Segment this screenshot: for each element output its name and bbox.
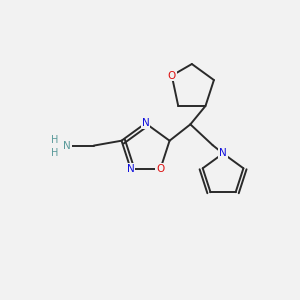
Text: H: H: [51, 148, 58, 158]
Text: N: N: [219, 148, 227, 158]
Text: N: N: [142, 118, 149, 128]
Text: N: N: [127, 164, 135, 174]
Text: N: N: [63, 141, 71, 151]
Text: H: H: [51, 135, 58, 145]
Text: O: O: [156, 164, 164, 174]
Text: O: O: [168, 70, 176, 81]
